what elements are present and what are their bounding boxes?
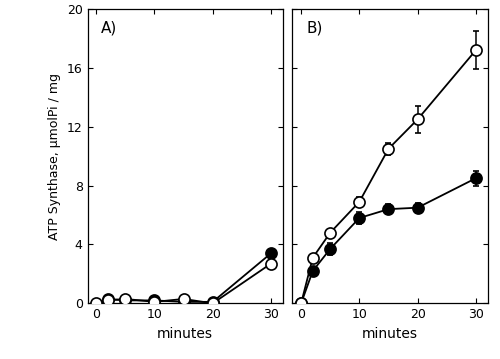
Text: B): B) [306, 21, 322, 36]
Y-axis label: ATP Synthase, μmolPi / mg: ATP Synthase, μmolPi / mg [48, 73, 61, 240]
X-axis label: minutes: minutes [362, 327, 418, 341]
X-axis label: minutes: minutes [157, 327, 213, 341]
Text: A): A) [101, 21, 117, 36]
